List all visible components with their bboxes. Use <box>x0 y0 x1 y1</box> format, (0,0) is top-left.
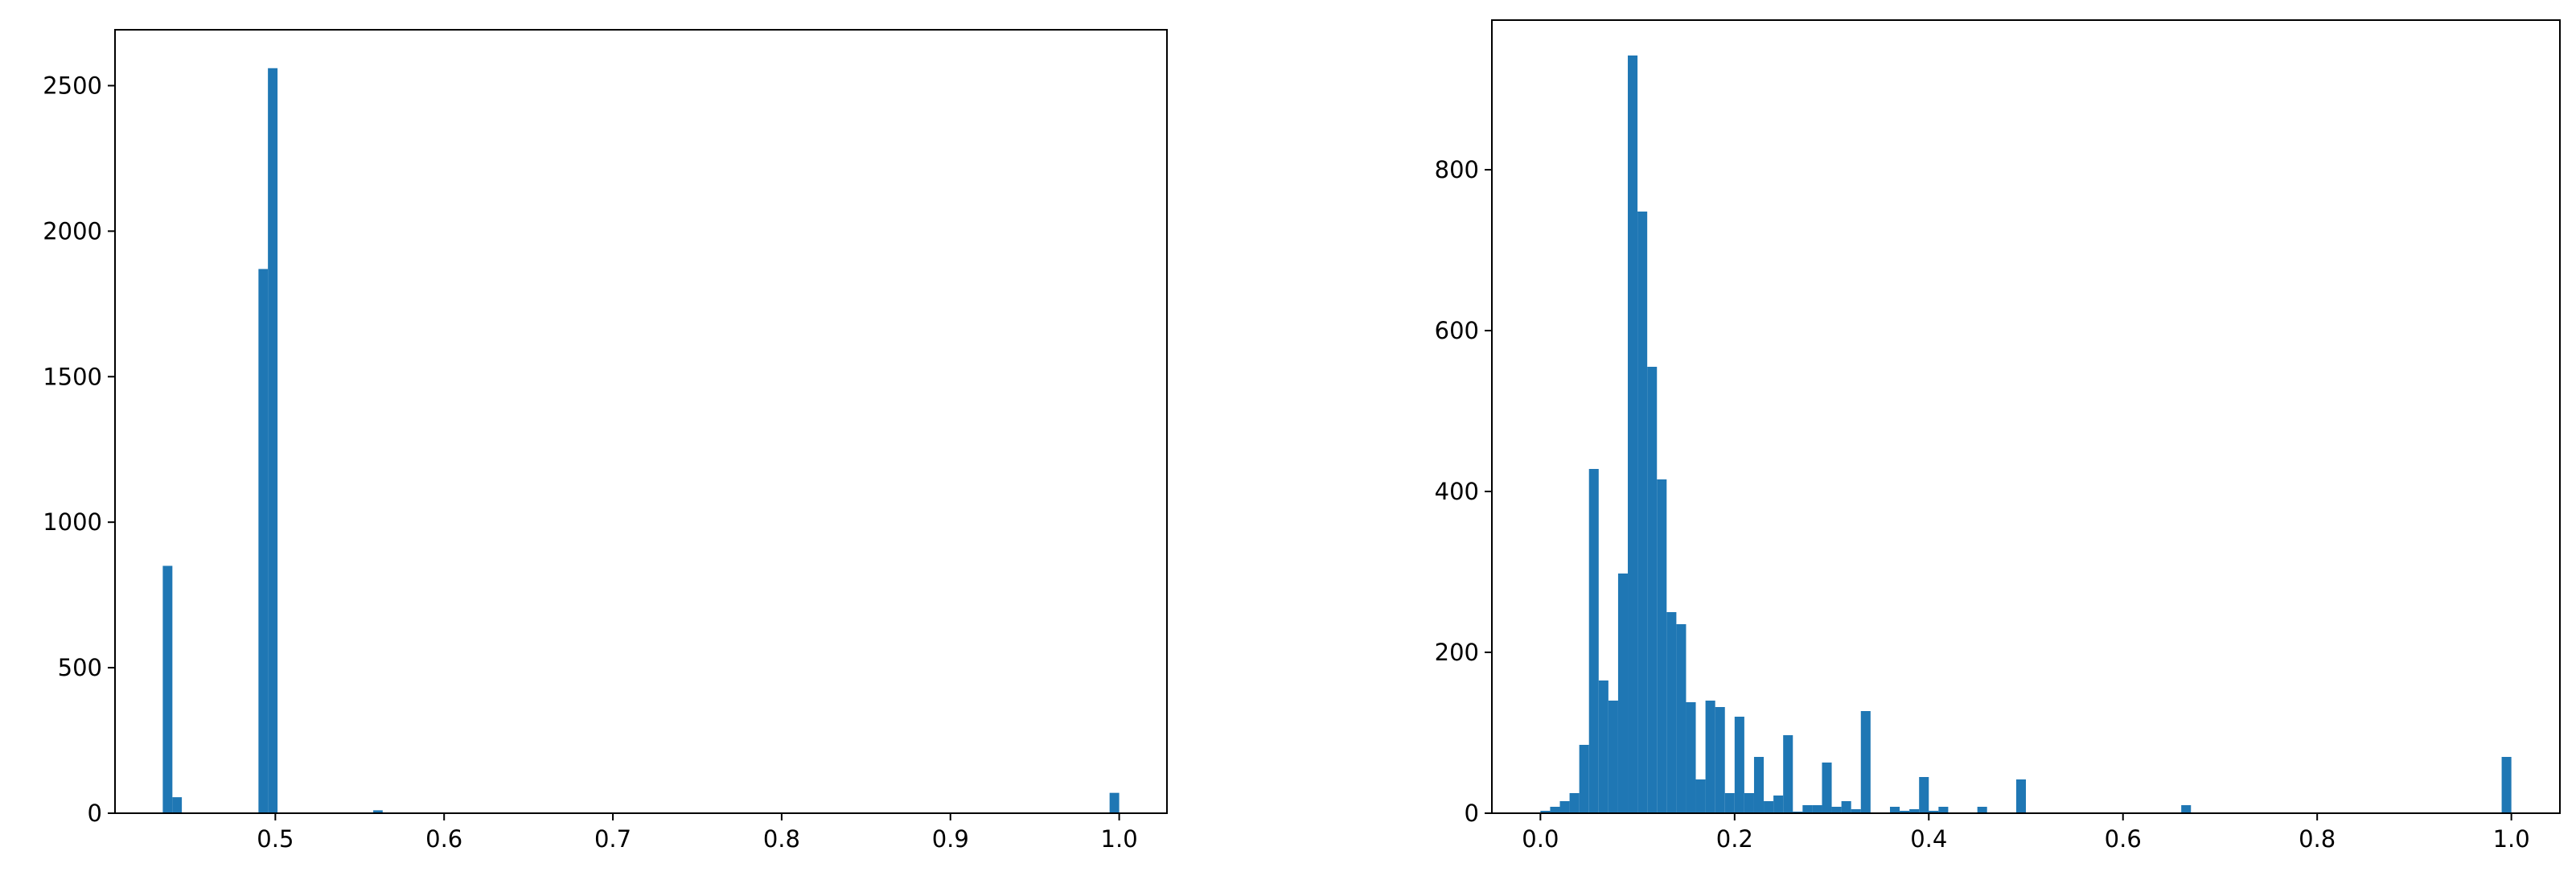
bar <box>1773 796 1784 813</box>
x-tick-label: 0.2 <box>1716 825 1753 853</box>
bar <box>1657 479 1667 813</box>
bar <box>1686 702 1696 813</box>
bar <box>1812 805 1822 813</box>
x-tick-label: 1.0 <box>2493 825 2530 853</box>
bar <box>1705 701 1715 813</box>
x-tick-label: 0.7 <box>594 825 631 853</box>
y-tick-label: 800 <box>1435 156 1479 183</box>
y-tick-label: 500 <box>58 654 102 681</box>
bar <box>1938 807 1949 813</box>
bar <box>258 269 269 813</box>
bar <box>2015 779 2026 813</box>
bar <box>1831 807 1842 813</box>
y-tick-label: 0 <box>88 800 102 827</box>
y-tick-label: 1000 <box>43 508 102 536</box>
bar <box>1900 811 1910 813</box>
bar <box>172 797 183 813</box>
bar <box>1977 807 1987 813</box>
bar <box>1579 745 1589 813</box>
axes-frame <box>114 29 1168 814</box>
bar <box>1598 680 1608 813</box>
bar <box>1559 801 1570 813</box>
bar <box>1764 801 1774 813</box>
bar <box>162 565 173 813</box>
x-tick-label: 0.9 <box>932 825 969 853</box>
bar <box>1802 805 1813 813</box>
x-tick-label: 0.8 <box>763 825 800 853</box>
bar <box>1628 56 1638 813</box>
bar <box>268 68 278 814</box>
y-tick-label: 200 <box>1435 639 1479 666</box>
y-tick-label: 2000 <box>43 217 102 245</box>
bar <box>1724 793 1735 813</box>
x-tick-label: 0.0 <box>1522 825 1559 853</box>
bar <box>1109 792 1120 813</box>
x-tick-label: 0.5 <box>257 825 294 853</box>
y-tick-label: 600 <box>1435 317 1479 344</box>
bar <box>1744 793 1754 813</box>
bar <box>1676 624 1687 813</box>
bar <box>1637 212 1648 813</box>
bar <box>1715 707 1725 813</box>
y-tick-label: 400 <box>1435 478 1479 505</box>
bar <box>1909 809 1920 813</box>
bar <box>2501 757 2512 813</box>
bar <box>1540 811 1551 813</box>
axes-frame <box>1491 19 2561 814</box>
x-tick-label: 0.6 <box>425 825 462 853</box>
bar <box>1666 612 1677 813</box>
y-tick-label: 1500 <box>43 363 102 390</box>
x-tick-label: 1.0 <box>1101 825 1138 853</box>
bar <box>373 810 383 813</box>
bar <box>1860 711 1871 813</box>
y-tick-label: 0 <box>1465 800 1479 827</box>
x-tick-label: 0.4 <box>1910 825 1947 853</box>
bar <box>1889 807 1900 813</box>
bar <box>1550 807 1560 813</box>
bar <box>1783 735 1793 813</box>
bar <box>1617 574 1629 813</box>
bar <box>1851 809 1861 813</box>
bar <box>2181 805 2192 813</box>
y-tick-label: 2500 <box>43 72 102 99</box>
bar <box>1608 701 1618 813</box>
x-tick-label: 0.8 <box>2299 825 2336 853</box>
x-tick-label: 0.6 <box>2105 825 2142 853</box>
bar <box>1841 801 1851 813</box>
bar <box>1734 717 1744 813</box>
bar <box>1647 367 1658 813</box>
bar <box>1695 779 1706 813</box>
bar <box>1569 793 1580 813</box>
bar <box>1588 469 1599 813</box>
bar <box>1919 777 1929 813</box>
bar <box>1753 757 1765 813</box>
bar <box>1822 763 1832 813</box>
bar <box>1929 811 1939 813</box>
